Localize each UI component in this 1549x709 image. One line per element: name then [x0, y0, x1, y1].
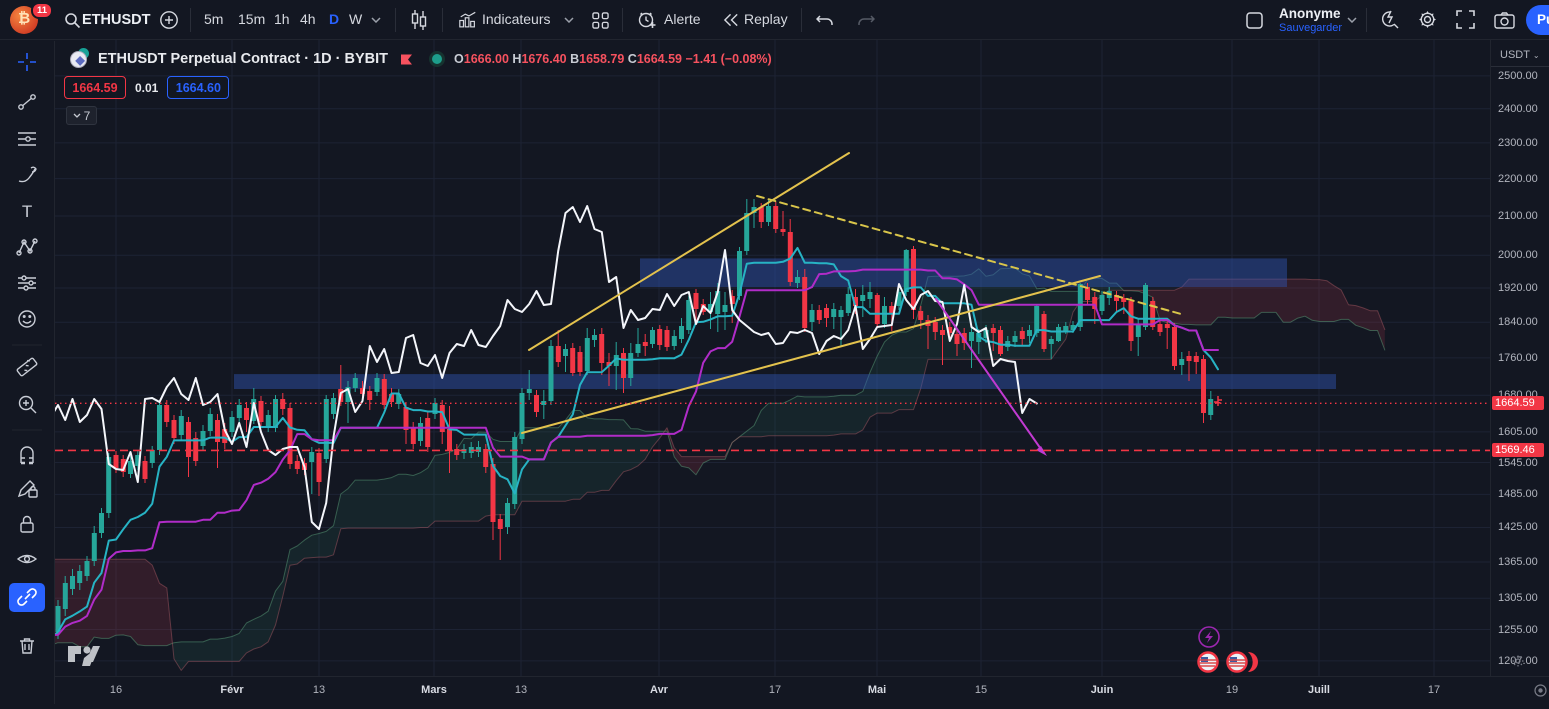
svg-text:T: T — [22, 202, 32, 221]
